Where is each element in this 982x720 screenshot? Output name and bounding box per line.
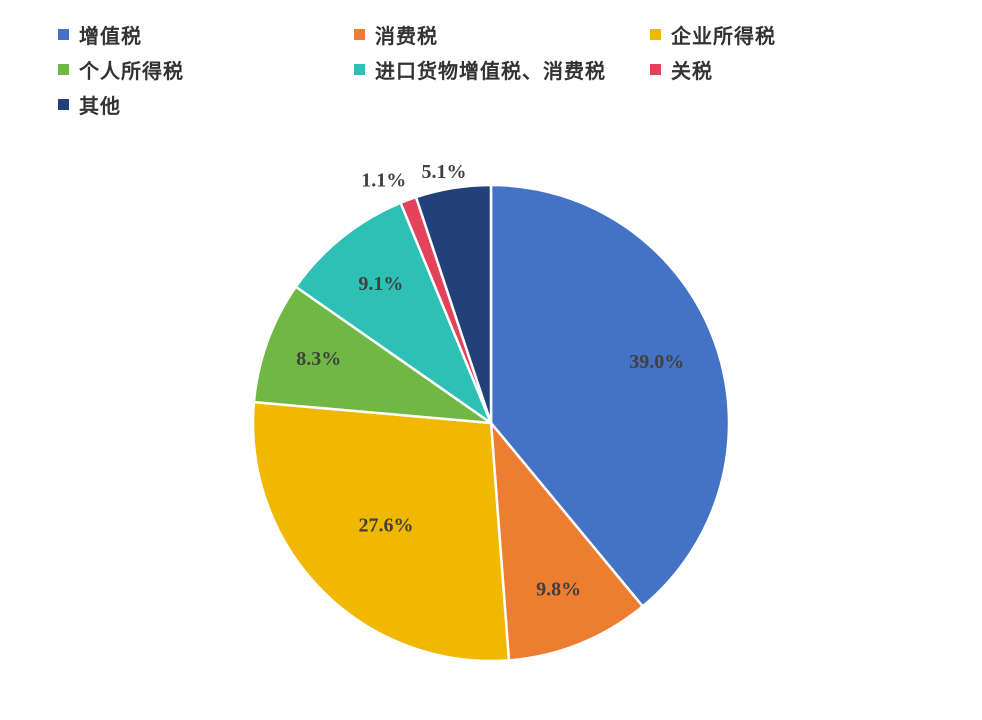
legend-swatch-import-vat-consumption-tax xyxy=(354,63,365,75)
legend-item-other: 其他 xyxy=(58,92,354,118)
legend-item-personal-income-tax: 个人所得税 xyxy=(58,57,354,83)
data-label-corporate-income-tax: 27.6% xyxy=(359,514,414,536)
legend-label-consumption-tax: 消费税 xyxy=(375,23,438,48)
legend-label-import-vat-consumption-tax: 进口货物增值税、消费税 xyxy=(375,58,606,83)
data-label-personal-income-tax: 8.3% xyxy=(296,348,341,370)
legend-swatch-other xyxy=(58,98,69,110)
legend-item-import-vat-consumption-tax: 进口货物增值税、消费税 xyxy=(354,57,650,83)
data-label-customs-duty: 1.1% xyxy=(361,170,406,192)
pie-slice-import-vat-consumption-tax xyxy=(294,201,493,425)
legend-item-vat: 增值税 xyxy=(58,22,354,48)
legend-swatch-personal-income-tax xyxy=(58,63,69,75)
data-label-vat: 39.0% xyxy=(629,351,684,373)
pie-slice-personal-income-tax xyxy=(252,285,493,425)
data-label-other: 5.1% xyxy=(422,161,467,183)
legend-item-customs-duty: 关税 xyxy=(650,57,946,83)
legend-label-other: 其他 xyxy=(79,93,121,118)
legend-swatch-consumption-tax xyxy=(354,28,365,40)
legend-label-vat: 增值税 xyxy=(79,23,142,48)
legend-swatch-customs-duty xyxy=(650,63,661,75)
data-label-consumption-tax: 9.8% xyxy=(536,578,581,600)
pie-slice-vat xyxy=(489,183,731,608)
chart-legend: 增值税 消费税 企业所得税 个人所得税 进口货物增值税、消费税 关税 其他 xyxy=(58,22,958,118)
legend-label-corporate-income-tax: 企业所得税 xyxy=(671,23,776,48)
pie-slice-consumption-tax xyxy=(489,421,644,662)
data-label-import-vat-consumption-tax: 9.1% xyxy=(358,273,403,295)
pie-slice-corporate-income-tax xyxy=(251,400,511,663)
legend-swatch-corporate-income-tax xyxy=(650,28,661,40)
pie-slice-other xyxy=(414,183,493,425)
legend-item-consumption-tax: 消费税 xyxy=(354,22,650,48)
legend-swatch-vat xyxy=(58,28,69,40)
legend-item-corporate-income-tax: 企业所得税 xyxy=(650,22,946,48)
legend-label-personal-income-tax: 个人所得税 xyxy=(79,58,184,83)
legend-label-customs-duty: 关税 xyxy=(671,58,713,83)
